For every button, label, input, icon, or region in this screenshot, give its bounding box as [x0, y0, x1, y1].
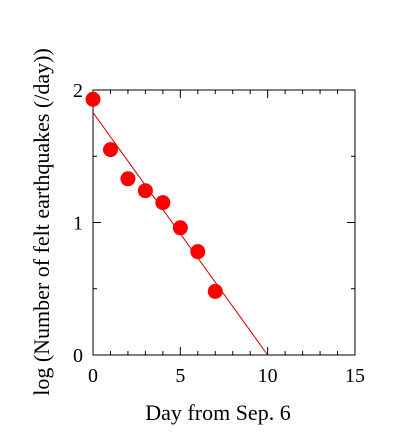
y-tick-label: 0 [73, 345, 83, 367]
data-point [102, 142, 118, 158]
plot-frame [92, 89, 356, 356]
x-tick-label: 5 [175, 365, 185, 387]
x-tick-label: 0 [88, 365, 98, 387]
data-point [172, 220, 188, 236]
x-tick-label: 15 [345, 365, 365, 387]
data-point [137, 183, 153, 199]
data-point [120, 171, 136, 187]
data-point [155, 195, 171, 211]
data-point [207, 283, 223, 299]
tick-labels: 0 5 10 15 0 1 2 [73, 80, 365, 387]
y-axis-title: log (Number of felt earthquakes (/day)) [29, 48, 54, 396]
x-axis-title: Day from Sep. 6 [145, 400, 290, 425]
y-tick-label: 2 [73, 80, 83, 102]
y-tick-label: 1 [73, 213, 83, 235]
data-points [85, 91, 223, 299]
data-point [190, 244, 206, 260]
ticks [92, 89, 356, 356]
x-tick-label: 10 [258, 365, 278, 387]
data-point [85, 91, 101, 107]
